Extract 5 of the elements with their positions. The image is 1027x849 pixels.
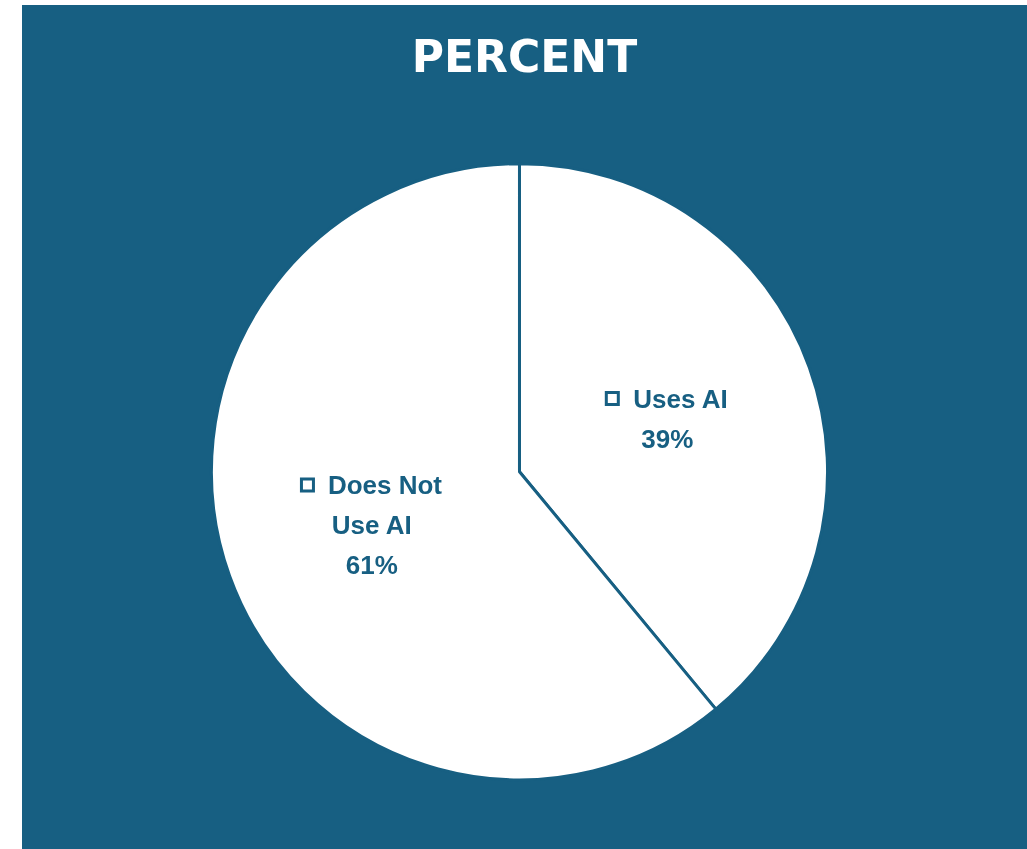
data-label: 39% [641,423,694,454]
slice-label: Does Not Use AI [327,469,443,540]
chart-title: PERCENT [411,30,638,82]
data-label: 61% [345,549,398,580]
slice-label: Uses AI [633,383,728,414]
